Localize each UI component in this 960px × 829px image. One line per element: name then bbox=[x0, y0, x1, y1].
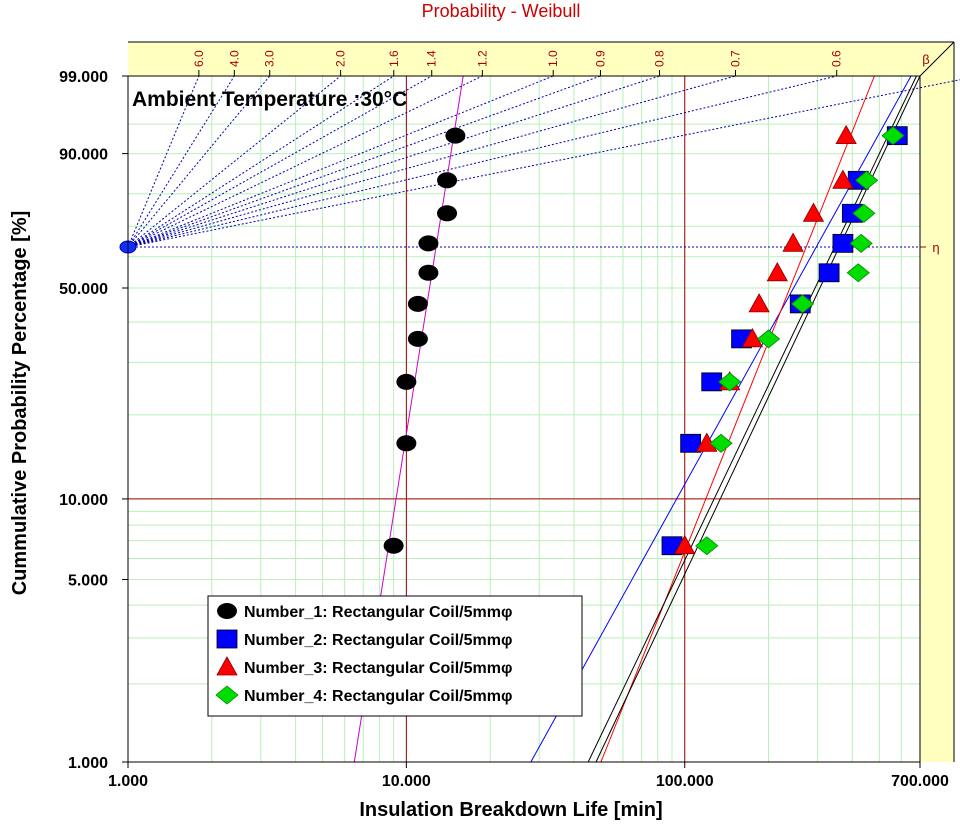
corner-diagonal bbox=[919, 41, 955, 77]
data-point-triangle bbox=[782, 232, 804, 252]
beta-tick-label: 0.8 bbox=[653, 50, 667, 67]
eta-scale-panel bbox=[920, 42, 954, 762]
data-point-diamond bbox=[854, 170, 879, 190]
data-point-triangle bbox=[835, 124, 857, 145]
data-point-triangle bbox=[741, 328, 764, 348]
data-point-diamond bbox=[881, 126, 905, 146]
data-point-triangle bbox=[748, 293, 770, 313]
x-tick-label: 1.000 bbox=[108, 773, 148, 790]
eta-symbol: η bbox=[932, 240, 939, 255]
legend-box bbox=[207, 595, 583, 717]
y-tick-label: 99.000 bbox=[59, 69, 108, 86]
beta-tick-label: 4.0 bbox=[227, 50, 241, 67]
data-point-square bbox=[216, 629, 238, 649]
data-point-diamond bbox=[215, 685, 239, 705]
data-point-square bbox=[818, 263, 840, 283]
y-tick-label: 90.000 bbox=[59, 147, 108, 164]
annotation: Ambient Temperature :30°C bbox=[132, 88, 407, 111]
data-point-diamond bbox=[790, 294, 815, 314]
beta-symbol: β bbox=[922, 52, 929, 67]
data-point-circle bbox=[396, 435, 417, 452]
y-tick-label: 5.000 bbox=[68, 573, 108, 590]
x-tick-label: 700.000 bbox=[891, 773, 949, 790]
data-point-circle bbox=[418, 235, 439, 252]
data-point-triangle bbox=[832, 169, 854, 189]
beta-tick-label: 3.0 bbox=[263, 50, 277, 67]
beta-tick-label: 0.7 bbox=[728, 50, 742, 67]
beta-ray bbox=[127, 79, 960, 248]
beta-ray bbox=[127, 75, 736, 248]
series-diamond bbox=[695, 126, 905, 556]
data-point-square bbox=[680, 433, 702, 453]
beta-tick-label: 6.0 bbox=[192, 50, 206, 67]
legend-label: Number_1: Rectangular Coil/5mmφ bbox=[244, 604, 512, 621]
y-tick-label: 1.000 bbox=[68, 755, 108, 772]
beta-tick-label: 2.0 bbox=[334, 50, 348, 67]
plot-frame bbox=[127, 75, 921, 763]
data-point-circle bbox=[445, 127, 466, 144]
data-point-triangle bbox=[802, 202, 825, 222]
data-point-diamond bbox=[709, 433, 733, 453]
beta-tick-label: 1.0 bbox=[546, 50, 560, 67]
fit-line bbox=[587, 75, 917, 763]
beta-ray bbox=[127, 75, 554, 248]
data-point-circle bbox=[407, 295, 428, 312]
data-point-circle bbox=[396, 373, 417, 390]
beta-tick-label: 0.9 bbox=[593, 50, 607, 67]
beta-tick-label: 0.6 bbox=[830, 50, 844, 67]
beta-ray bbox=[127, 75, 483, 248]
data-point-circle bbox=[418, 264, 439, 281]
fit-line bbox=[600, 75, 875, 763]
data-point-circle bbox=[217, 603, 237, 619]
data-point-diamond bbox=[695, 536, 719, 556]
legend: Number_1: Rectangular Coil/5mmφ Number_2:… bbox=[207, 595, 583, 717]
beta-tick-label: 1.4 bbox=[425, 50, 439, 67]
beta-ray bbox=[127, 75, 837, 248]
y-axis-label: Cummulative Probability Percentage [%] bbox=[9, 211, 31, 596]
data-point-diamond bbox=[852, 203, 876, 223]
data-point-triangle bbox=[674, 534, 696, 555]
x-tick-label: 10.000 bbox=[382, 773, 431, 790]
data-point-circle bbox=[407, 330, 428, 347]
fit-line bbox=[530, 75, 912, 763]
beta-ray bbox=[127, 75, 395, 248]
legend-label: Number_3: Rectangular Coil/5mmφ bbox=[244, 660, 512, 677]
data-point-diamond bbox=[846, 263, 870, 283]
data-point-triangle bbox=[216, 656, 238, 676]
beta-ray bbox=[127, 75, 271, 248]
y-tick-label: 10.000 bbox=[59, 492, 108, 509]
beta-tick-label: 1.2 bbox=[475, 50, 489, 67]
legend-label: Number_2: Rectangular Coil/5mmφ bbox=[244, 632, 512, 649]
series-circle bbox=[383, 127, 466, 554]
beta-tick-label: 1.6 bbox=[387, 50, 401, 67]
data-point-triangle bbox=[766, 261, 788, 282]
beta-ray bbox=[127, 75, 341, 248]
data-point-diamond bbox=[756, 329, 781, 349]
beta-ray bbox=[127, 75, 235, 248]
data-point-circle bbox=[437, 205, 458, 222]
beta-scale-panel bbox=[128, 42, 954, 76]
beta-ray bbox=[127, 75, 660, 248]
beta-ray bbox=[127, 75, 200, 248]
data-point-diamond bbox=[849, 233, 873, 253]
data-point-circle bbox=[437, 172, 458, 189]
fit-line bbox=[595, 75, 921, 763]
y-tick-label: 50.000 bbox=[59, 281, 108, 298]
legend-label: Number_4: Rectangular Coil/5mmφ bbox=[244, 688, 512, 705]
data-point-circle bbox=[383, 537, 404, 554]
x-tick-label: 100.000 bbox=[656, 773, 714, 790]
data-point-diamond bbox=[718, 372, 742, 392]
chart-title: Probability - Weibull bbox=[422, 1, 581, 21]
x-axis-label: Insulation Breakdown Life [min] bbox=[359, 799, 662, 821]
